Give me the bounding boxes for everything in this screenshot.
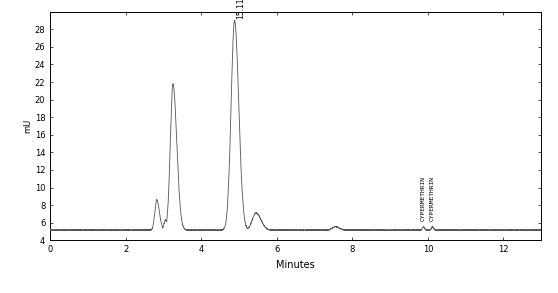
- X-axis label: Minutes: Minutes: [276, 260, 315, 270]
- Text: CYPERMETHRIN: CYPERMETHRIN: [421, 176, 426, 221]
- Y-axis label: mU: mU: [23, 119, 32, 133]
- Text: 15.11: 15.11: [236, 0, 245, 19]
- Text: CYPERMETHRIN: CYPERMETHRIN: [430, 176, 435, 221]
